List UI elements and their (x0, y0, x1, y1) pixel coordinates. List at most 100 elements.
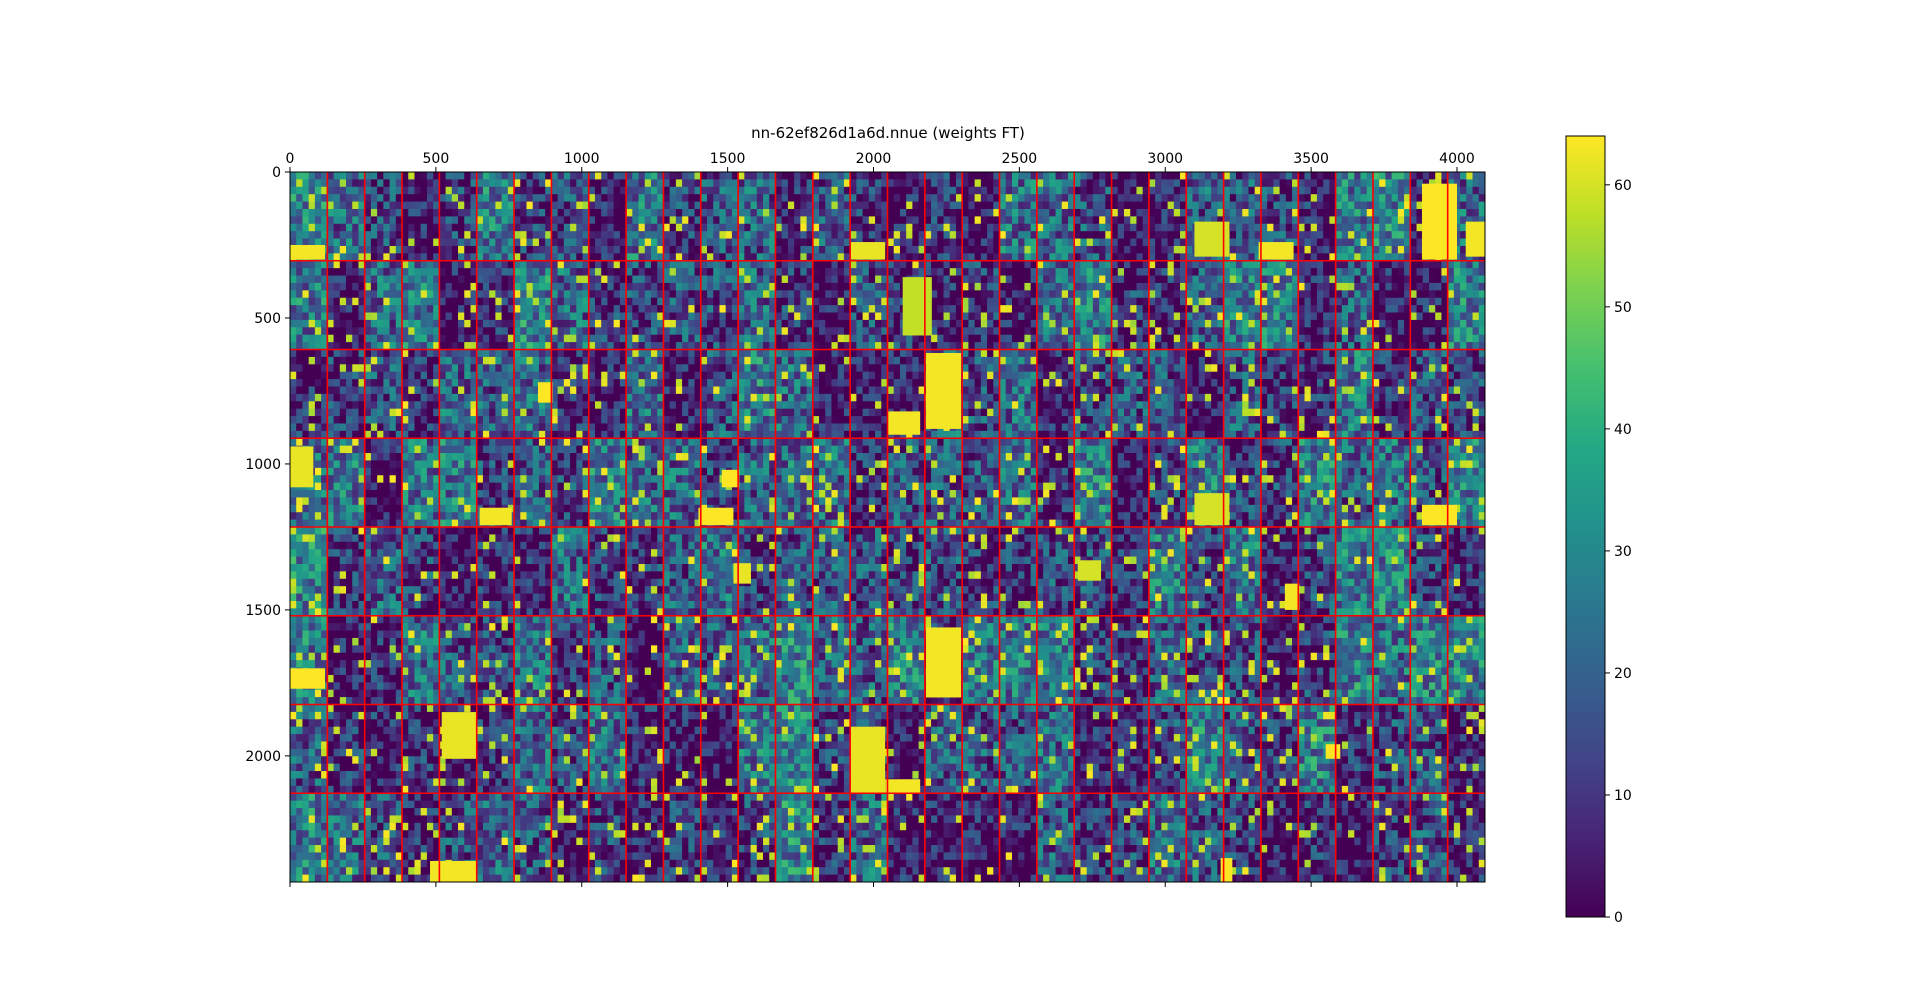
heatmap-cell (389, 741, 397, 750)
heatmap-cell (370, 260, 378, 269)
heatmap-cell (296, 268, 303, 276)
heatmap-cell (402, 800, 409, 809)
heatmap-cell (327, 763, 334, 772)
heatmap-cell (308, 652, 316, 661)
heatmap-cell (451, 667, 459, 676)
heatmap-cell (296, 179, 303, 188)
heatmap-cell (377, 297, 384, 306)
heatmap-cell (538, 430, 546, 439)
heatmap-cell (383, 356, 390, 365)
heatmap-cell (321, 194, 328, 202)
heatmap-cell (607, 467, 615, 476)
heatmap-cell (570, 549, 577, 557)
heatmap-cell (439, 260, 446, 269)
heatmap-cell (333, 260, 341, 269)
heatmap-cell (476, 756, 484, 765)
heatmap-cell (414, 689, 422, 698)
heatmap-cell (333, 401, 341, 410)
heatmap-cell (501, 660, 509, 668)
heatmap-cell (582, 719, 590, 728)
heatmap-cell (370, 578, 378, 587)
heatmap-cell (551, 852, 559, 861)
heatmap-cell (314, 297, 322, 306)
heatmap-cell (420, 379, 428, 387)
heatmap-cell (290, 379, 297, 387)
heatmap-cell (507, 852, 515, 861)
heatmap-cell (308, 623, 316, 631)
heatmap-cell (402, 534, 409, 543)
heatmap-cell (439, 312, 446, 321)
heatmap-cell (352, 593, 359, 602)
heatmap-cell (439, 186, 446, 195)
heatmap-cell (557, 223, 565, 232)
heatmap-cell (296, 608, 303, 617)
heatmap-cell (557, 445, 565, 454)
heatmap-cell (395, 623, 403, 631)
heatmap-cell (507, 194, 515, 202)
heatmap-cell (563, 186, 571, 195)
heatmap-cell (383, 453, 390, 461)
heatmap-cell (414, 356, 422, 365)
heatmap-cell (551, 401, 559, 410)
heatmap-cell (507, 682, 515, 691)
heatmap-cell (402, 401, 409, 410)
heatmap-cell (308, 815, 316, 824)
heatmap-cell (414, 600, 422, 609)
heatmap-cell (420, 275, 428, 284)
heatmap-cell (551, 453, 559, 461)
heatmap-cell (563, 645, 571, 654)
heatmap-cell (445, 445, 453, 454)
heatmap-cell (619, 349, 627, 358)
heatmap-cell (582, 319, 590, 328)
heatmap-cell (333, 438, 341, 447)
heatmap-cell (420, 615, 428, 624)
heatmap-cell (414, 852, 422, 861)
heatmap-cell (557, 527, 565, 535)
heatmap-cell (321, 689, 328, 698)
heatmap-cell (576, 297, 583, 306)
heatmap-cell (545, 793, 552, 802)
heatmap-cell (296, 349, 303, 358)
heatmap-cell (383, 719, 390, 728)
heatmap-cell (601, 334, 608, 343)
heatmap-cell (327, 438, 334, 447)
heatmap-cell (514, 364, 521, 373)
heatmap-cell (395, 600, 403, 609)
heatmap-cell (333, 837, 341, 846)
heatmap-cell (538, 208, 546, 217)
heatmap-cell (339, 845, 347, 853)
heatmap-cell (545, 593, 552, 602)
heatmap-cell (482, 290, 490, 299)
heatmap-cell (321, 445, 328, 454)
heatmap-cell (594, 275, 602, 284)
heatmap-cell (507, 401, 515, 410)
heatmap-cell (507, 208, 515, 217)
heatmap-cell (333, 467, 341, 476)
heatmap-cell (563, 800, 571, 809)
heatmap-cell (433, 186, 440, 195)
heatmap-cell (377, 312, 384, 321)
heatmap-cell (526, 290, 534, 299)
heatmap-cell (420, 364, 428, 373)
heatmap-cell (445, 660, 453, 668)
heatmap-cell (601, 416, 608, 424)
heatmap-cell (314, 837, 322, 846)
heatmap-cell (538, 504, 546, 513)
heatmap-cell (377, 371, 384, 380)
heatmap-cell (557, 268, 565, 276)
heatmap-cell (482, 830, 490, 839)
heatmap-cell (321, 393, 328, 402)
heatmap-cell (296, 231, 303, 239)
heatmap-cell (495, 371, 503, 380)
heatmap-cell (370, 319, 378, 328)
heatmap-cell (296, 504, 303, 513)
heatmap-cell (290, 527, 297, 535)
heatmap-cell (607, 260, 615, 269)
heatmap-cell (545, 586, 552, 594)
heatmap-cell (545, 852, 552, 861)
heatmap-cell (545, 667, 552, 676)
heatmap-cell (619, 245, 627, 254)
heatmap-cell (545, 674, 552, 683)
heatmap-cell (557, 194, 565, 202)
heatmap-cell (570, 593, 577, 602)
